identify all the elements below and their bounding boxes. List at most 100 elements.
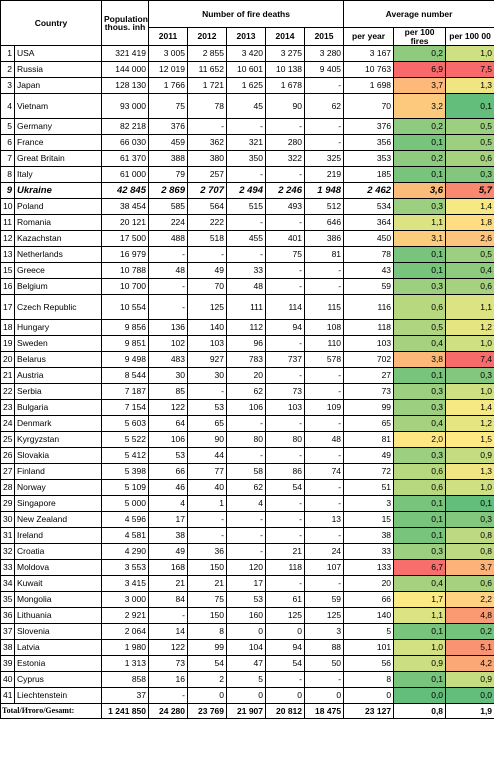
row-index: 30 [0, 511, 15, 528]
row-2014: 90 [265, 93, 305, 119]
row-country: Ukraine [14, 182, 102, 199]
row-per-year: 353 [343, 150, 395, 167]
row-per-100-fires: 0,6 [393, 463, 447, 480]
row-per-year: 101 [343, 639, 395, 656]
row-2014: 401 [265, 230, 305, 247]
row-2014: 114 [265, 294, 305, 320]
row-per-100-fires: 0,6 [393, 294, 447, 320]
row-2015: 0 [303, 687, 345, 704]
row-2014: 54 [265, 655, 305, 672]
row-index: 18 [0, 319, 15, 336]
row-per-100000: 1,3 [445, 463, 494, 480]
col-deaths-group: Number of fire deaths [147, 0, 345, 28]
row-index: 38 [0, 639, 15, 656]
row-index: 20 [0, 351, 15, 368]
row-population: 5 522 [101, 431, 149, 448]
row-2014: - [265, 335, 305, 352]
col-per-100000: per 100 00 [445, 27, 494, 46]
row-per-100-fires: 0,0 [393, 687, 447, 704]
row-2013: 112 [226, 319, 266, 336]
row-2011: 49 [148, 543, 188, 560]
row-per-year: 0 [343, 687, 395, 704]
row-2014: 737 [265, 351, 305, 368]
row-2014: 1 678 [265, 77, 305, 94]
row-per-100-fires: 0,1 [393, 671, 447, 688]
row-population: 10 788 [101, 262, 149, 279]
row-population: 38 454 [101, 198, 149, 215]
row-population: 4 290 [101, 543, 149, 560]
table-row: 38 Latvia 1 980 122 99 104 94 88 101 1,0 5,1 [0, 639, 494, 656]
row-per-100000: 0,6 [445, 575, 494, 592]
row-2012: - [187, 527, 227, 544]
row-2014: - [265, 511, 305, 528]
table-row: 39 Estonia 1 313 73 54 47 54 50 56 0,9 4,2 [0, 655, 494, 672]
table-row: 40 Cyprus 858 16 2 5- -8 0,1 0,9 [0, 671, 494, 688]
row-2012: 564 [187, 198, 227, 215]
row-population: 61 370 [101, 150, 149, 167]
row-index: 17 [0, 294, 15, 320]
row-2014: 54 [265, 479, 305, 496]
row-2012: 150 [187, 559, 227, 576]
table-row: 2 Russia 144 000 12 019 11 652 10 601 10 138 9 … [0, 61, 494, 78]
row-2013: 350 [226, 150, 266, 167]
table-row: 16 Belgium 10 700-70 48- -59 0,3 0,6 [0, 278, 494, 295]
table-row: 41 Liechtenstein 37-0 0 0 0 0 0,0 0,0 [0, 687, 494, 704]
row-2011: 585 [148, 198, 188, 215]
row-2015: 325 [303, 150, 345, 167]
row-per-100000: 2,2 [445, 591, 494, 608]
row-2014: 10 138 [265, 61, 305, 78]
row-per-year: 49 [343, 447, 395, 464]
row-per-100000: 0,3 [445, 511, 494, 528]
row-2015: - [303, 671, 345, 688]
row-country: Germany [14, 118, 102, 135]
row-per-year: 20 [343, 575, 395, 592]
row-country: Ireland [14, 527, 102, 544]
table-row: 5 Germany 82 218 376- - - -376 0,2 0,5 [0, 118, 494, 135]
row-2011: 64 [148, 415, 188, 432]
row-2012: - [187, 511, 227, 528]
row-per-100000: 0,9 [445, 447, 494, 464]
row-2013: 96 [226, 335, 266, 352]
row-2013: 4 [226, 495, 266, 512]
row-per-year: 65 [343, 415, 395, 432]
row-2014: 0 [265, 623, 305, 640]
row-per-100-fires: 1,1 [393, 607, 447, 624]
row-2012: - [187, 383, 227, 400]
row-population: 9 851 [101, 335, 149, 352]
row-2015: 3 [303, 623, 345, 640]
row-per-100000: 5,7 [445, 182, 494, 199]
row-per-100-fires: 0,1 [393, 166, 447, 183]
row-per-100-fires: 0,1 [393, 623, 447, 640]
row-per-100000: 0,3 [445, 367, 494, 384]
row-2012: 380 [187, 150, 227, 167]
row-per-year: 103 [343, 335, 395, 352]
row-per-100000: 7,4 [445, 351, 494, 368]
row-2012: 103 [187, 335, 227, 352]
table-row: 9 Ukraine 42 845 2 869 2 707 2 494 2 246 1 948 2… [0, 182, 494, 199]
row-2012: 257 [187, 166, 227, 183]
row-2012: 927 [187, 351, 227, 368]
row-2011: 30 [148, 367, 188, 384]
table-row: 11 Romania 20 121 224 222- -646 364 1,1 1,8 [0, 214, 494, 231]
row-country: Poland [14, 198, 102, 215]
row-2011: 84 [148, 591, 188, 608]
row-2011: 106 [148, 431, 188, 448]
row-population: 4 596 [101, 511, 149, 528]
table-row: 37 Slovenia 2 064 14 8 0 0 3 5 0,1 0,2 [0, 623, 494, 640]
row-per-100000: 0,5 [445, 118, 494, 135]
row-country: Croatia [14, 543, 102, 560]
total-label: Total/Итого/Gesamt: [0, 703, 102, 719]
row-2015: 50 [303, 655, 345, 672]
table-row: 18 Hungary 9 856 136 140 112 94 108 118 0,5 1,2 [0, 319, 494, 336]
row-country: Liechtenstein [14, 687, 102, 704]
row-index: 4 [0, 93, 15, 119]
row-country: Kazachstan [14, 230, 102, 247]
row-2013: 160 [226, 607, 266, 624]
row-per-100000: 1,0 [445, 45, 494, 62]
row-per-100-fires: 0,5 [393, 319, 447, 336]
row-2015: 24 [303, 543, 345, 560]
row-per-100000: 7,5 [445, 61, 494, 78]
row-2011: 376 [148, 118, 188, 135]
row-2013: 20 [226, 367, 266, 384]
row-2013: - [226, 118, 266, 135]
